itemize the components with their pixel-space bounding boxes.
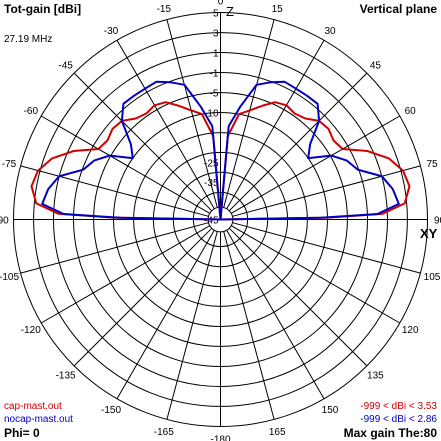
angle-tick-label: -180 — [210, 435, 230, 441]
grid-spoke-165 — [223, 231, 275, 420]
radial-tick-label: -25 — [204, 158, 219, 169]
angle-tick-label: 45 — [370, 61, 382, 72]
angle-tick-label: -105 — [0, 272, 19, 283]
grid-spoke-150 — [226, 230, 325, 400]
radial-tick-label: -45 — [204, 216, 219, 227]
radial-tick-label: -5 — [210, 89, 219, 100]
legend-entry-nocap-mast: nocap-mast.out — [4, 414, 73, 425]
series-line-1 — [41, 80, 400, 221]
chart-title: Tot-gain [dBi] — [4, 2, 82, 16]
grid-spoke-120 — [231, 225, 401, 324]
radial-tick-label: -10 — [204, 109, 219, 120]
radial-tick-label: -1 — [210, 69, 219, 80]
angle-tick-label: 105 — [424, 272, 441, 283]
angle-tick-label: 165 — [269, 427, 286, 438]
grid-spoke-225 — [73, 227, 213, 367]
grid-spoke-300 — [40, 115, 210, 214]
grid-spoke-345 — [166, 19, 218, 208]
angle-tick-label: 30 — [324, 26, 336, 37]
grid-spoke-330 — [116, 39, 215, 209]
angle-tick-label: 60 — [405, 106, 417, 117]
radial-tick-label: 3 — [213, 29, 219, 40]
grid-spoke-315 — [73, 72, 213, 212]
phi-label: Phi= 0 — [4, 426, 40, 440]
legend-entry-cap-mast: cap-mast.out — [4, 401, 62, 412]
angle-tick-label: -60 — [24, 106, 39, 117]
angle-tick-label: -30 — [104, 26, 119, 37]
grid-spoke-45 — [228, 72, 368, 212]
angle-tick-label: 0 — [218, 0, 224, 8]
angle-tick-label: -135 — [56, 370, 76, 381]
grid-spoke-255 — [20, 222, 209, 274]
radial-tick-labels: 5 3 1 -1 -5 -10 -25 -35 -45 — [204, 9, 219, 227]
z-axis-label: Z — [226, 4, 234, 19]
max-gain-label: Max gain The:80 — [343, 426, 437, 440]
grid-spoke-240 — [40, 225, 210, 324]
angle-tick-label: 120 — [402, 325, 419, 336]
angle-tick-label: -150 — [101, 405, 121, 416]
grid-spoke-210 — [116, 230, 215, 400]
xy-axis-label: XY — [420, 226, 438, 241]
angle-tick-label: -75 — [2, 159, 17, 170]
grid-spoke-60 — [231, 115, 401, 214]
radial-tick-label: 5 — [213, 9, 219, 20]
angle-tick-label: -120 — [21, 325, 41, 336]
range-nocap-mast: -999 < dBi < 2.86 — [360, 414, 437, 425]
angle-tick-label: -45 — [58, 61, 73, 72]
grid-spoke-285 — [20, 165, 209, 217]
series-curves — [30, 80, 411, 221]
grid-spoke-15 — [223, 19, 275, 208]
frequency-label: 27.19 MHz — [4, 34, 53, 45]
angle-tick-label: 15 — [272, 4, 284, 15]
angle-tick-label: 90 — [434, 216, 441, 227]
radial-tick-label: 1 — [213, 49, 219, 60]
range-cap-mast: -999 < dBi < 3.53 — [360, 401, 437, 412]
grid-spoke-105 — [232, 222, 421, 274]
plane-label: Vertical plane — [359, 2, 437, 16]
angle-tick-label: -90 — [0, 216, 9, 227]
angle-tick-label: -15 — [157, 4, 172, 15]
grid-spoke-135 — [228, 227, 368, 367]
grid-spoke-195 — [166, 231, 218, 420]
grid-spoke-75 — [232, 165, 421, 217]
angle-tick-label: -165 — [154, 427, 174, 438]
grid-spoke-30 — [226, 39, 325, 209]
angle-tick-label: 75 — [426, 159, 438, 170]
angle-tick-label: 150 — [322, 405, 339, 416]
angle-tick-label: 135 — [367, 370, 384, 381]
radial-tick-label: -35 — [204, 178, 219, 189]
